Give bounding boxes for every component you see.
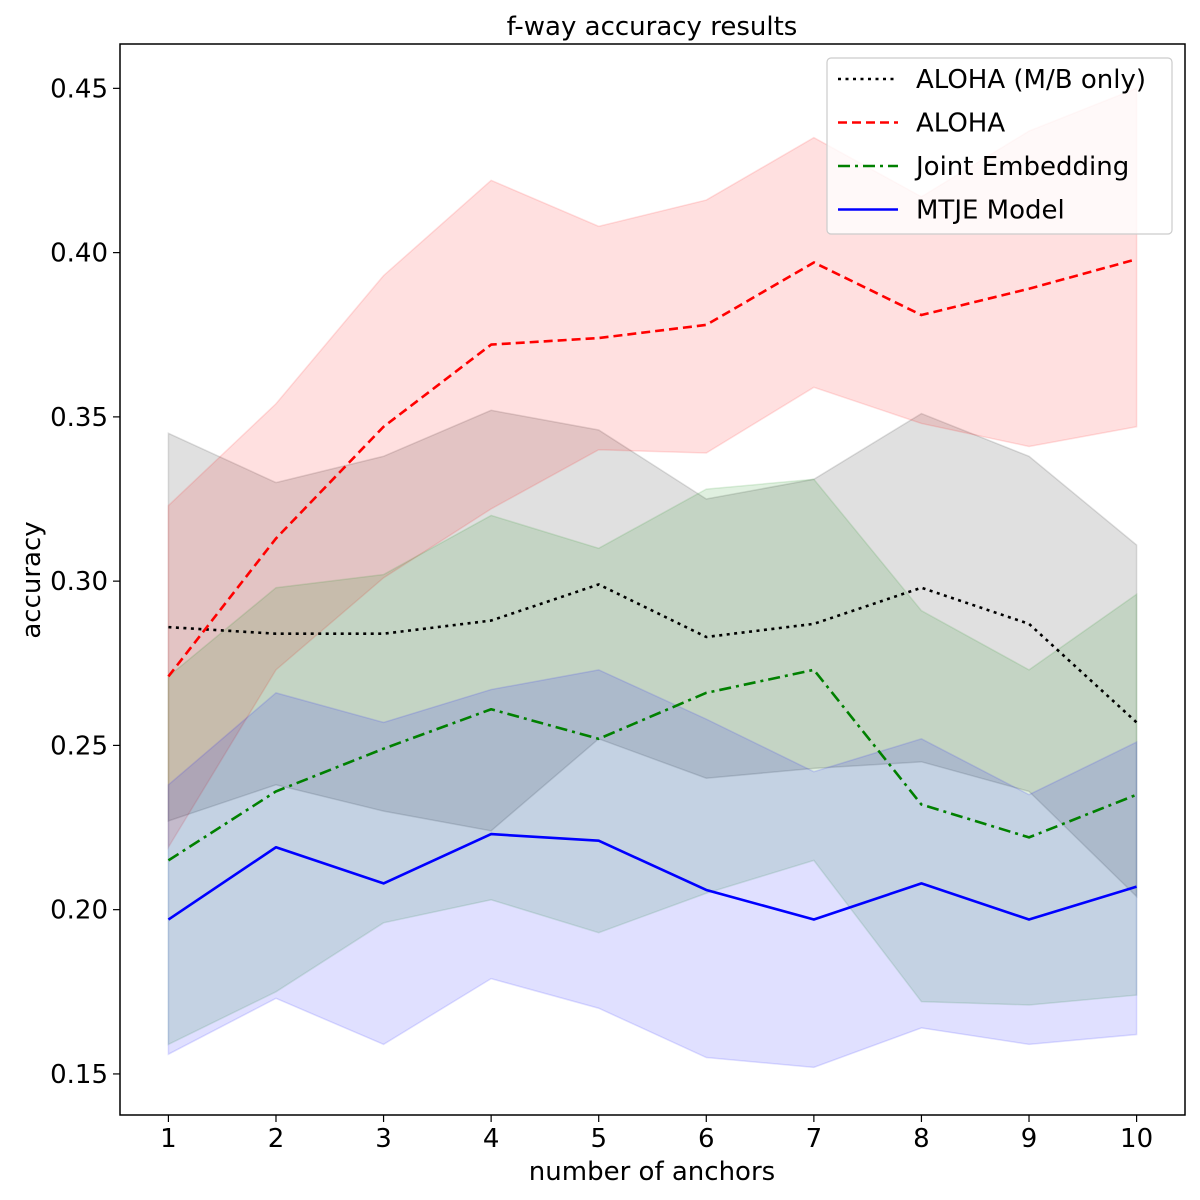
x-tick-label: 7 bbox=[806, 1124, 823, 1154]
mtje-model-band bbox=[167, 669, 1138, 1069]
x-axis-label: number of anchors bbox=[529, 1157, 775, 1187]
legend-label-joint-embedding: Joint Embedding bbox=[914, 152, 1129, 182]
x-tick-label: 6 bbox=[698, 1124, 715, 1154]
legend-label-mtje-model: MTJE Model bbox=[916, 196, 1065, 226]
x-tick-label: 1 bbox=[160, 1124, 177, 1154]
y-axis-label: accuracy bbox=[17, 521, 47, 638]
x-tick-label: 8 bbox=[913, 1124, 930, 1154]
chart-title: f-way accuracy results bbox=[507, 12, 798, 42]
aloha-line bbox=[167, 257, 1137, 678]
x-axis: 1 2 3 4 5 6 7 8 9 10 bbox=[160, 1115, 1153, 1154]
mtje-model-line bbox=[167, 832, 1137, 921]
joint-embedding-band bbox=[167, 478, 1138, 1046]
legend-label-aloha-m-b-only: ALOHA (M/B only) bbox=[916, 65, 1146, 95]
y-axis: 0.15 0.20 0.25 0.30 0.35 0.40 0.45 bbox=[50, 74, 120, 1090]
y-tick-label: 0.30 bbox=[50, 567, 108, 597]
x-tick-label: 5 bbox=[590, 1124, 607, 1154]
confidence-bands bbox=[167, 87, 1138, 1069]
y-tick-label: 0.15 bbox=[50, 1060, 108, 1090]
aloha-band bbox=[167, 87, 1138, 850]
legend-label-aloha: ALOHA bbox=[916, 109, 1005, 139]
legend: ALOHA (M/B only) ALOHA Joint Embedding MTJE… bbox=[826, 57, 1173, 235]
x-tick-label: 10 bbox=[1120, 1124, 1153, 1154]
series-lines bbox=[167, 257, 1138, 921]
y-tick-label: 0.35 bbox=[50, 403, 108, 433]
y-tick-label: 0.25 bbox=[50, 731, 108, 761]
legend-box bbox=[826, 57, 1173, 235]
plot-frame bbox=[119, 43, 1186, 1116]
y-tick-label: 0.40 bbox=[50, 239, 108, 269]
x-tick-label: 2 bbox=[268, 1124, 285, 1154]
y-tick-label: 0.45 bbox=[50, 74, 108, 104]
x-tick-label: 3 bbox=[375, 1124, 392, 1154]
x-tick-label: 4 bbox=[483, 1124, 500, 1154]
aloha-m-b-only-line bbox=[168, 583, 1138, 724]
joint-embedding-line bbox=[167, 668, 1138, 862]
y-tick-label: 0.20 bbox=[50, 896, 108, 926]
aloha-m-b-only-band bbox=[167, 409, 1138, 899]
x-tick-label: 9 bbox=[1021, 1124, 1038, 1154]
